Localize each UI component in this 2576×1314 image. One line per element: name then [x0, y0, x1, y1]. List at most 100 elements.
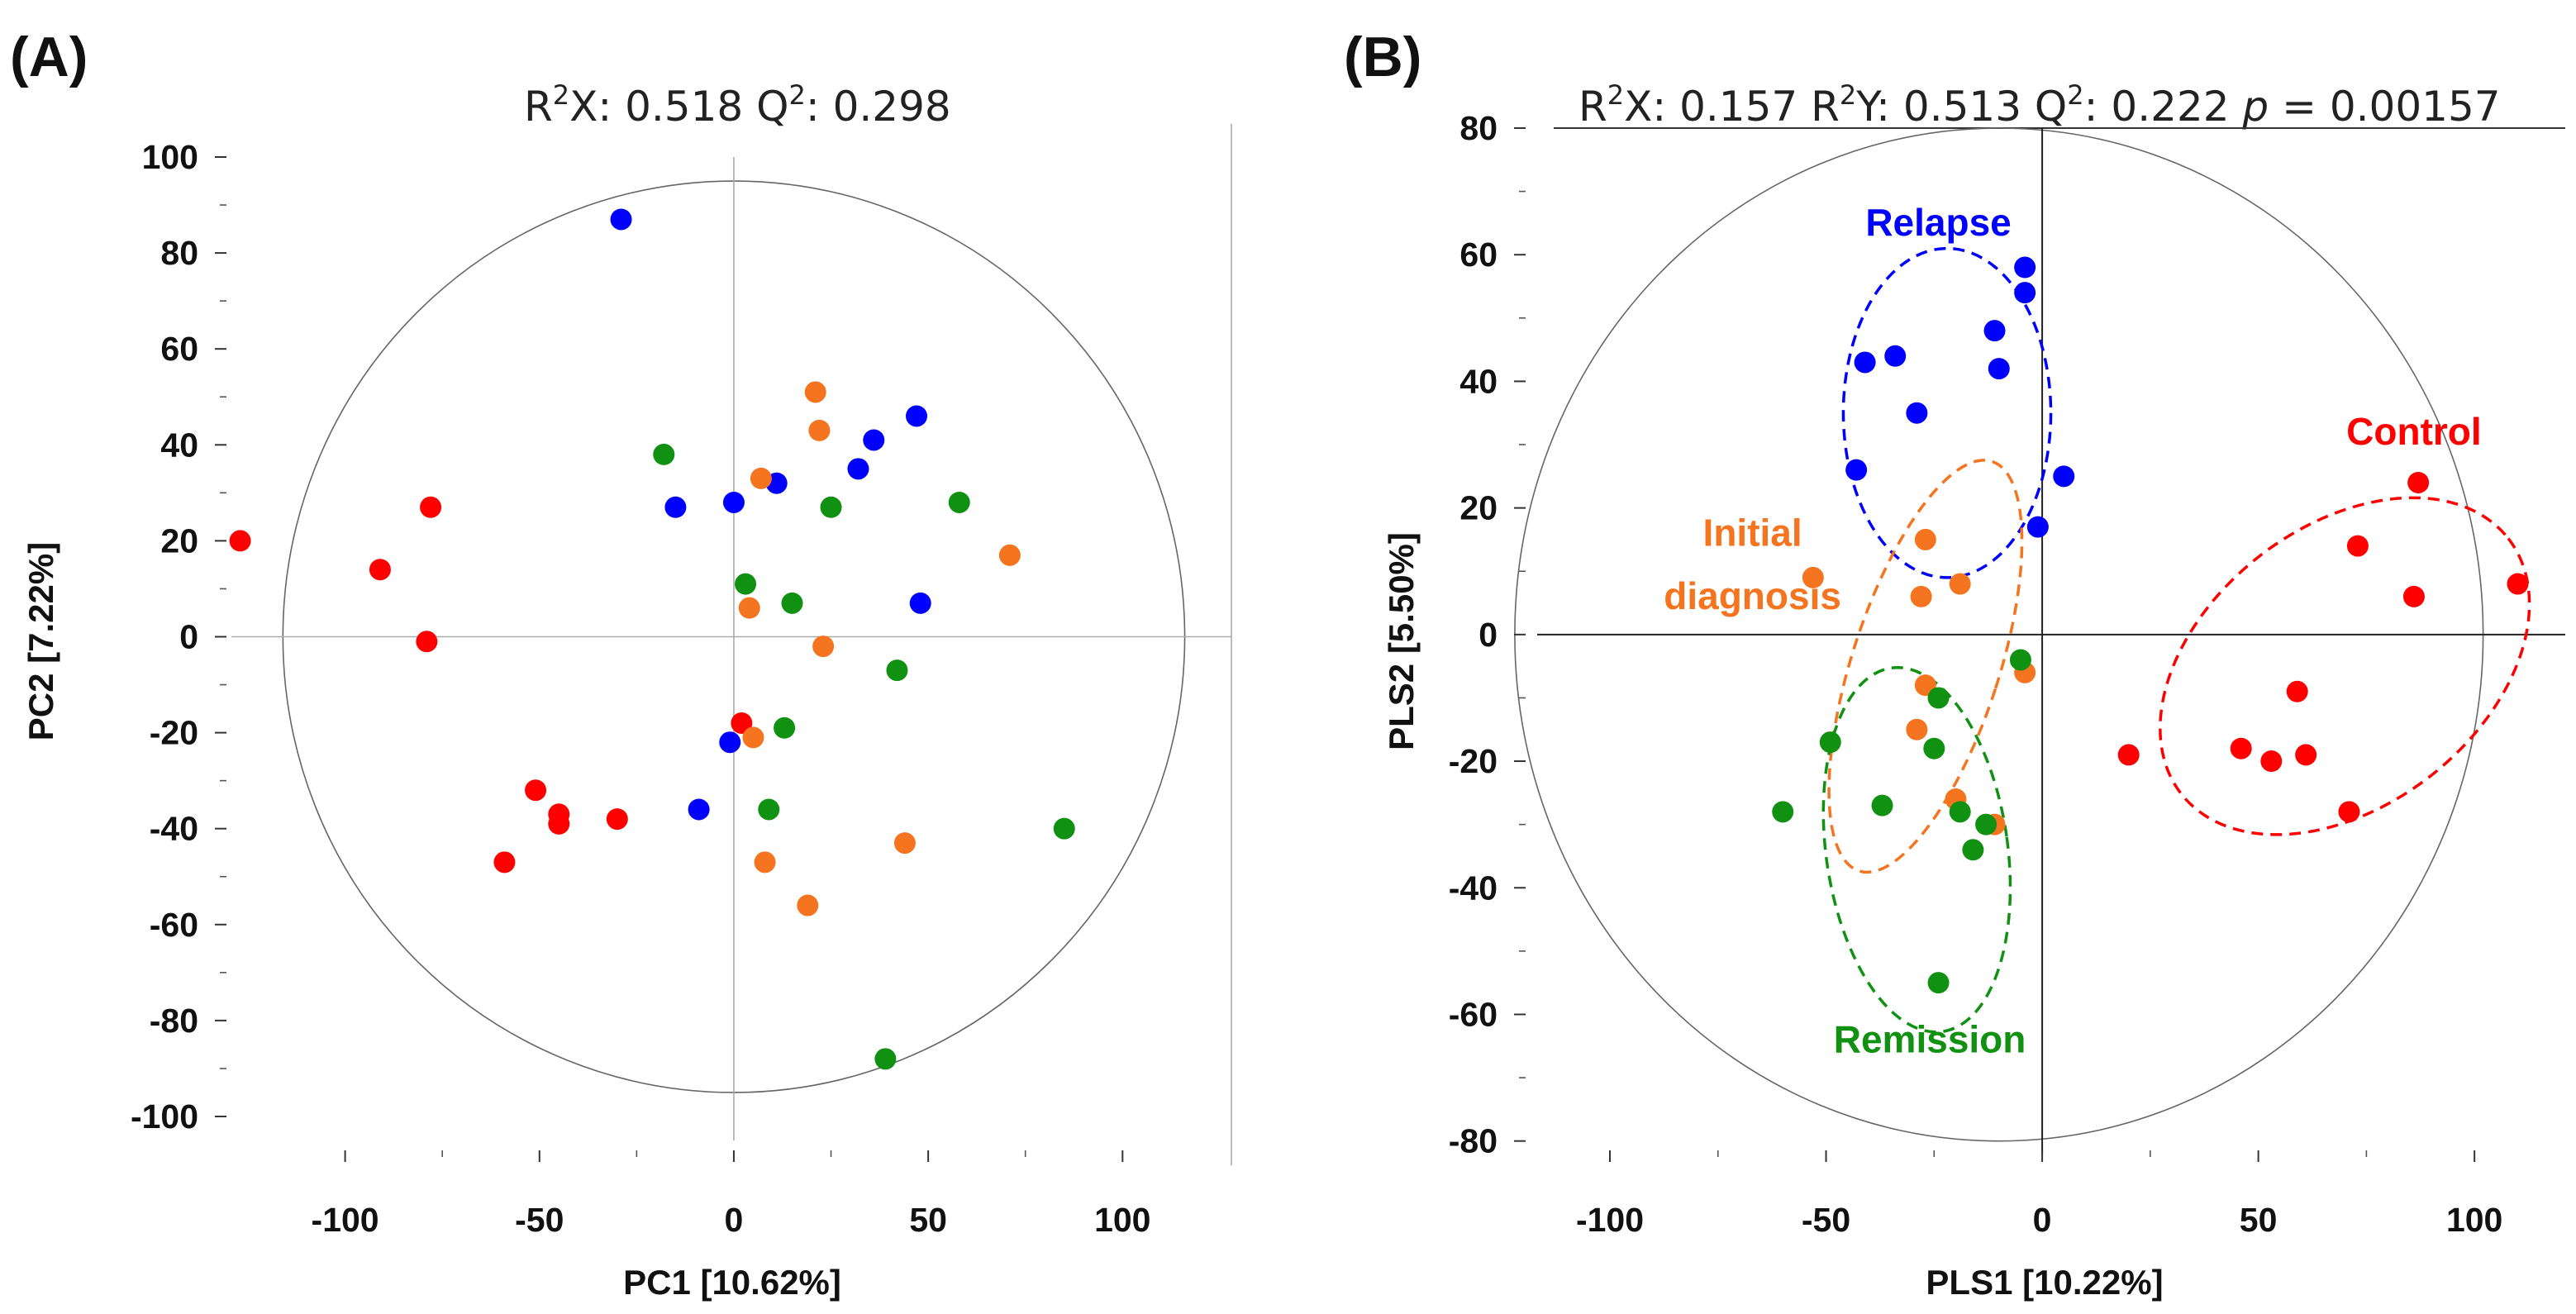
panel-a-point-remission — [781, 592, 803, 614]
panel-b-xtick-label: 50 — [2240, 1201, 2278, 1239]
panel-a-point-remission — [653, 443, 675, 465]
panel-b-point-remission — [1927, 687, 1950, 709]
panel-a-point-relapse — [847, 458, 869, 480]
panel-a-point-control — [731, 712, 753, 734]
panel-b-ytick-label: 60 — [1459, 236, 1498, 274]
panel-a-point-relapse — [719, 731, 741, 754]
panel-a-ytick-label: -20 — [150, 714, 198, 752]
panel-a-point-remission — [735, 573, 757, 595]
panel-a-point-initial-diagnosis — [893, 832, 916, 855]
panel-b-xtick-label: -50 — [1802, 1201, 1850, 1239]
panel-b-point-relapse — [1884, 345, 1907, 367]
panel-a-point-control — [493, 851, 516, 874]
panel-a-point-initial-diagnosis — [808, 419, 831, 441]
panel-a-ylabel: PC2 [7.22%] — [21, 542, 60, 740]
panel-a-label: (A) — [10, 26, 88, 88]
panel-a-point-remission — [886, 659, 908, 682]
panel-a-xtick-label: 0 — [725, 1201, 744, 1239]
panel-a-point-control — [606, 808, 628, 831]
panel-b-point-remission — [1949, 801, 1971, 823]
panel-a-point-initial-diagnosis — [797, 894, 819, 916]
panel-a-point-initial-diagnosis — [750, 467, 772, 489]
panel-b-point-remission — [2009, 649, 2031, 671]
panel-b-point-control — [2346, 535, 2369, 557]
panel-b-xtick-label: 100 — [2446, 1201, 2502, 1239]
panel-b-group-ellipse-initial-diagnosis — [1827, 459, 2024, 874]
panel-a-point-control — [420, 496, 442, 518]
panel-b-point-control — [2295, 744, 2317, 766]
panel-a-ytick-label: 20 — [160, 521, 198, 559]
panel-a-ytick-label: -40 — [150, 810, 198, 848]
panel-a-point-initial-diagnosis — [738, 597, 760, 619]
panel-b-point-control — [2338, 801, 2360, 823]
panel-a-point-control — [369, 559, 391, 581]
panel-b-point-control — [2402, 585, 2425, 607]
panel-a-point-control — [525, 779, 547, 802]
panel-b-group-label-remission: Remission — [1834, 1017, 2026, 1060]
panel-a-point-control — [548, 812, 570, 835]
panel-a-xtick-label: -50 — [515, 1201, 564, 1239]
panel-a-ytick-label: 40 — [160, 426, 198, 464]
panel-b-ytick-label: -20 — [1449, 742, 1498, 780]
panel-b-point-remission — [1927, 972, 1950, 994]
panel-a-xlabel: PC1 [10.62%] — [623, 1263, 841, 1302]
panel-a-point-relapse — [863, 429, 885, 451]
panel-b-xtick-label: -100 — [1576, 1201, 1644, 1239]
panel-b-ytick-label: 20 — [1459, 489, 1498, 527]
panel-b-point-initial-diagnosis — [1949, 573, 1971, 595]
panel-a-ytick-label: -60 — [150, 906, 198, 944]
panel-b-point-initial-diagnosis — [1910, 585, 1932, 607]
panel-a-point-remission — [758, 798, 780, 821]
panel-b-group-ellipse-control — [2159, 496, 2531, 836]
panel-b-point-remission — [1923, 737, 1945, 759]
panel-b-ylabel: PLS2 [5.50%] — [1382, 532, 1421, 750]
panel-b-ytick-label: -40 — [1449, 869, 1498, 907]
panel-a-xtick-label: 100 — [1094, 1201, 1150, 1239]
panel-b-group-ellipse-relapse — [1841, 246, 2053, 579]
panel-a-xtick-label: 50 — [909, 1201, 947, 1239]
panel-a-ytick-label: 80 — [160, 234, 198, 272]
panel-b-point-remission — [1871, 794, 1893, 816]
panel-b-group-label-initial-diagnosis: diagnosis — [1664, 574, 1841, 617]
panel-b-point-relapse — [1983, 320, 2006, 342]
panel-a-ytick-label: 60 — [160, 330, 198, 368]
panel-a-point-control — [416, 631, 438, 653]
panel-b-point-relapse — [1854, 351, 1876, 374]
panel-b-xlabel: PLS1 [10.22%] — [1926, 1263, 2163, 1302]
panel-b-group-label-initial-diagnosis: Initial — [1703, 512, 1802, 555]
panel-b-group-ellipse-remission — [1821, 666, 2012, 1034]
panel-b-point-relapse — [2053, 465, 2075, 488]
panel-b-point-relapse — [1906, 402, 1928, 424]
panel-b-label: (B) — [1344, 26, 1421, 88]
panel-b-point-relapse — [1845, 459, 1868, 481]
panel-a-point-remission — [820, 496, 842, 518]
panel-b-point-initial-diagnosis — [1914, 528, 1936, 550]
panel-b-ytick-label: 40 — [1459, 362, 1498, 400]
panel-b-point-relapse — [2014, 282, 2036, 304]
panel-b-point-initial-diagnosis — [1906, 718, 1928, 740]
panel-a-xtick-label: -100 — [312, 1201, 379, 1239]
panel-b-group-label-control: Control — [2346, 410, 2482, 453]
panel-a-ytick-label: -100 — [131, 1097, 198, 1135]
panel-b-point-control — [2260, 750, 2283, 773]
panel-a-point-relapse — [906, 405, 928, 427]
panel-b-ytick-label: 80 — [1459, 109, 1498, 147]
panel-b-xtick-label: 0 — [2033, 1201, 2052, 1239]
panel-b-point-remission — [1772, 801, 1794, 823]
panel-b-ytick-label: 0 — [1478, 616, 1498, 654]
panel-b-point-relapse — [2014, 256, 2036, 279]
panel-b-point-relapse — [1988, 358, 2010, 380]
panel-a-point-initial-diagnosis — [804, 381, 826, 403]
panel-b-point-control — [2230, 737, 2252, 759]
panel-a-point-relapse — [909, 592, 931, 614]
panel-b-point-remission — [1819, 731, 1841, 754]
panel-a-ytick-label: 100 — [142, 138, 198, 176]
panel-a-point-relapse — [722, 491, 745, 513]
panel-a-point-remission — [874, 1048, 897, 1070]
panel-a-ytick-label: -80 — [150, 1002, 198, 1040]
panel-a-point-initial-diagnosis — [998, 544, 1021, 566]
panel-b-point-initial-diagnosis — [1802, 566, 1824, 588]
panel-b-point-remission — [1975, 813, 1997, 836]
panel-a-point-relapse — [664, 496, 687, 518]
